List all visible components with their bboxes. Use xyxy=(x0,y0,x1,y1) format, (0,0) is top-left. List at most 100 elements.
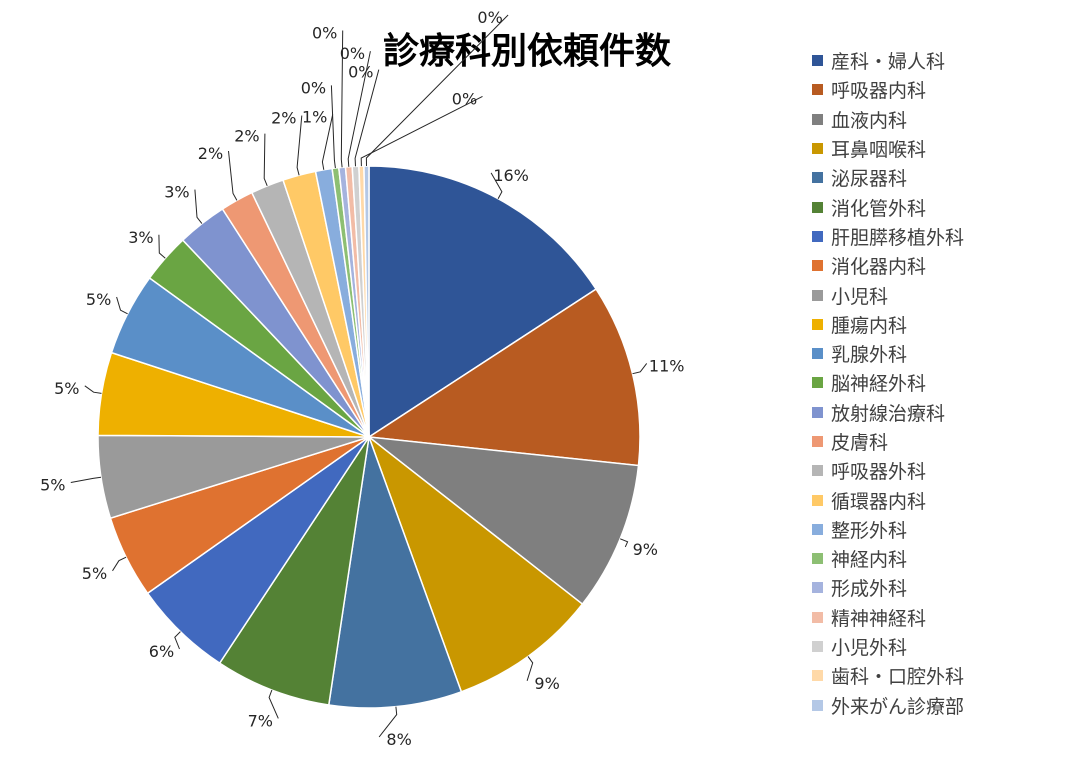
legend-label: 泌尿器科 xyxy=(831,168,908,191)
data-label: 5% xyxy=(40,476,65,495)
legend-swatch xyxy=(812,436,823,447)
legend-swatch xyxy=(812,84,823,96)
legend-swatch xyxy=(812,289,823,301)
data-labels: 16%11%9%9%8%7%6%5%5%5%5%3%3%2%2%2% 1%0%0%… xyxy=(40,8,684,749)
data-label: 5% xyxy=(86,290,111,309)
legend-swatch xyxy=(812,377,823,389)
legend-label: 整形外科 xyxy=(831,519,908,542)
leader-line xyxy=(158,234,166,259)
data-label: 0% xyxy=(340,44,365,63)
legend-label: 小児科 xyxy=(831,285,889,308)
legend-label: 外来がん診療部 xyxy=(831,695,965,718)
data-label: 0% xyxy=(452,89,477,108)
legend-swatch xyxy=(812,699,823,711)
legend-item: 外来がん診療部 xyxy=(812,691,964,720)
legend-item: 耳鼻咽喉科 xyxy=(812,134,964,163)
legend-swatch xyxy=(812,172,823,184)
legend-label: 神経内科 xyxy=(831,549,908,572)
legend-item: 産科・婦人科 xyxy=(812,46,964,75)
legend-item: 歯科・口腔外科 xyxy=(812,661,964,690)
leader-line xyxy=(378,706,398,738)
legend-swatch xyxy=(812,260,823,272)
legend-label: 放射線治療科 xyxy=(831,402,946,425)
leader-line xyxy=(70,476,102,483)
leader-lines xyxy=(70,14,648,738)
legend-swatch xyxy=(812,113,823,125)
data-label: 2% xyxy=(234,127,259,146)
legend-swatch xyxy=(812,670,823,682)
legend: 産科・婦人科呼吸器内科血液内科耳鼻咽喉科泌尿器科消化管外科 肝胆膵移植外科消化器内… xyxy=(812,46,964,720)
legend-item: 放射線治療科 xyxy=(812,398,964,427)
legend-item: 血液内科 xyxy=(812,105,964,134)
legend-item: 泌尿器科 xyxy=(812,163,964,192)
legend-swatch xyxy=(812,553,823,565)
data-label: 3% xyxy=(164,183,189,202)
data-label: 0% xyxy=(301,78,326,97)
legend-item: 小児科 xyxy=(812,280,964,309)
legend-swatch xyxy=(812,494,823,506)
leader-line xyxy=(526,656,534,681)
legend-item: 呼吸器内科 xyxy=(812,75,964,104)
leader-line xyxy=(321,114,334,170)
pie-slice xyxy=(366,435,640,606)
leader-line xyxy=(174,631,181,650)
data-label: 16% xyxy=(493,166,529,185)
pie-slices xyxy=(97,165,641,709)
legend-item: 呼吸器外科 xyxy=(812,456,964,485)
legend-item: 腫瘍内科 xyxy=(812,310,964,339)
legend-label: 脳神経外科 xyxy=(831,373,927,396)
legend-label: 乳腺外科 xyxy=(831,344,908,367)
legend-swatch xyxy=(812,230,823,242)
legend-label: 血液内科 xyxy=(831,109,908,132)
legend-label: 皮膚科 xyxy=(831,432,889,454)
legend-swatch xyxy=(812,201,823,213)
legend-label: 消化器内科 xyxy=(831,256,927,279)
leader-line xyxy=(620,538,629,548)
leader-line xyxy=(365,14,509,167)
leader-line xyxy=(360,95,483,167)
legend-item: 肝胆膵移植外科 xyxy=(812,222,964,251)
leader-line xyxy=(296,115,303,176)
leader-line xyxy=(490,172,503,199)
chart-title: 診療科別依頼件数 xyxy=(383,31,672,72)
legend-item: 消化器内科 xyxy=(812,251,964,280)
leader-line xyxy=(228,150,238,201)
data-label: 0% xyxy=(348,63,373,82)
legend-item: 乳腺外科 xyxy=(812,339,964,368)
legend-item: 脳神経外科 xyxy=(812,368,964,397)
leader-line xyxy=(268,689,279,719)
legend-swatch xyxy=(812,318,823,330)
legend-swatch xyxy=(812,348,823,360)
legend-swatch xyxy=(812,406,823,418)
leader-line xyxy=(347,51,371,167)
legend-label: 歯科・口腔外科 xyxy=(831,666,965,689)
leader-line xyxy=(330,85,336,169)
legend-label: 呼吸器外科 xyxy=(831,461,927,484)
leader-line xyxy=(194,189,203,224)
pie-slice xyxy=(218,436,370,706)
leader-line xyxy=(354,69,380,167)
legend-swatch xyxy=(812,55,823,67)
pie-slice xyxy=(327,436,463,709)
legend-item: 整形外科 xyxy=(812,515,964,544)
legend-label: 消化管外科 xyxy=(831,197,927,220)
leader-line xyxy=(112,556,127,572)
legend-swatch xyxy=(812,143,823,155)
leader-line xyxy=(632,363,648,375)
data-label: 0% xyxy=(312,24,337,43)
pie-slice xyxy=(368,165,598,439)
leader-line xyxy=(263,133,268,186)
legend-swatch xyxy=(812,611,823,623)
legend-swatch xyxy=(812,523,823,535)
data-label: 7% xyxy=(248,711,273,730)
legend-label: 循環器内科 xyxy=(831,490,927,513)
data-label: 8% xyxy=(386,730,411,749)
legend-label: 形成外科 xyxy=(831,578,908,601)
legend-label: 精神神経科 xyxy=(831,607,927,630)
data-label: 0% xyxy=(477,8,502,27)
data-label: 2% xyxy=(198,144,223,163)
legend-label: 呼吸器内科 xyxy=(831,80,927,103)
legend-label: 耳鼻咽喉科 xyxy=(831,139,927,162)
legend-item: 消化管外科 xyxy=(812,192,964,221)
